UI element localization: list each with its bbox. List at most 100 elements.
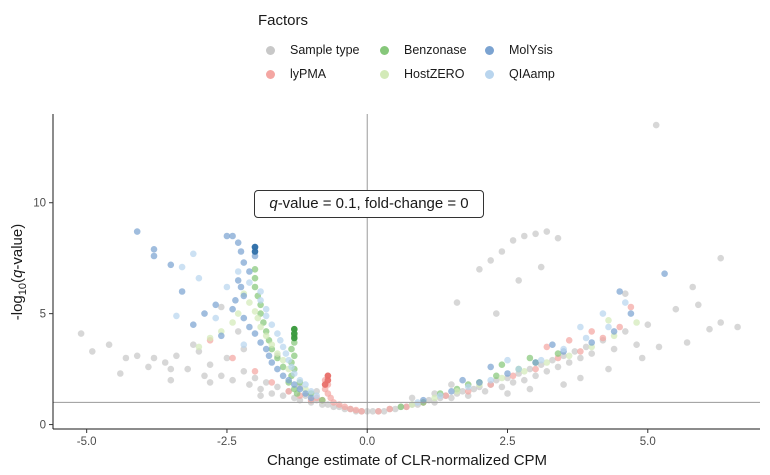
legend-label: MolYsis xyxy=(509,43,553,57)
point-sample-type xyxy=(257,385,264,393)
point-sample-type xyxy=(652,121,660,129)
point-lypma xyxy=(375,408,382,415)
point-qiaamp xyxy=(582,334,590,342)
point-hostzero xyxy=(257,323,264,331)
point-benzonase xyxy=(526,354,534,362)
legend-label: HostZERO xyxy=(404,67,465,81)
point-qiaamp xyxy=(291,370,298,377)
point-qiaamp xyxy=(240,341,248,349)
point-sample-type xyxy=(481,388,489,395)
point-sample-type xyxy=(638,354,646,362)
point-sample-type xyxy=(543,368,551,375)
point-sample-type xyxy=(201,372,208,380)
point-sample-type xyxy=(369,408,377,415)
point-sample-type xyxy=(229,376,236,384)
point-molysis xyxy=(251,330,259,337)
point-sample-type xyxy=(622,328,629,335)
point-sample-type xyxy=(689,283,696,291)
point-molysis xyxy=(240,292,248,300)
point-lypma xyxy=(358,408,365,415)
point-qiaamp xyxy=(487,376,495,384)
point-sample-type xyxy=(644,321,652,329)
point-molysis xyxy=(201,310,208,317)
point-hostzero xyxy=(521,368,528,375)
point-molysis xyxy=(420,396,427,404)
point-hostzero xyxy=(206,334,214,342)
point-hostzero xyxy=(498,374,506,382)
point-sample-type xyxy=(262,379,270,386)
point-sample-type xyxy=(470,385,478,393)
point-molysis xyxy=(268,359,276,366)
point-qiaamp xyxy=(622,299,629,306)
point-sample-type xyxy=(206,379,214,386)
point-molysis xyxy=(257,339,264,346)
point-qiaamp xyxy=(262,305,270,313)
point-molysis xyxy=(487,363,495,371)
point-sample-type xyxy=(392,405,399,413)
point-lypma xyxy=(251,368,259,375)
point-molysis xyxy=(627,310,635,317)
point-benzonase xyxy=(554,350,562,357)
point-sample-type xyxy=(532,230,539,238)
x-tick-label: -5.0 xyxy=(77,436,97,448)
highlight-point-molysis xyxy=(251,248,259,255)
point-benzonase xyxy=(397,403,405,411)
point-hostzero xyxy=(605,317,612,324)
point-lypma xyxy=(403,403,410,411)
point-sample-type xyxy=(509,379,517,386)
point-molysis xyxy=(549,341,556,349)
point-sample-type xyxy=(706,325,713,333)
point-lypma xyxy=(229,354,236,362)
point-sample-type xyxy=(234,328,242,335)
point-sample-type xyxy=(532,372,539,380)
point-molysis xyxy=(133,228,141,235)
point-sample-type xyxy=(521,376,528,384)
point-molysis xyxy=(296,385,304,393)
point-benzonase xyxy=(279,363,287,371)
point-sample-type xyxy=(549,356,556,364)
point-sample-type xyxy=(487,257,495,264)
point-sample-type xyxy=(565,359,573,366)
point-sample-type xyxy=(448,394,455,402)
point-lypma xyxy=(268,379,276,386)
point-sample-type xyxy=(223,354,231,362)
point-molysis xyxy=(476,379,483,386)
point-benzonase xyxy=(498,361,506,369)
point-lypma xyxy=(616,323,623,331)
point-molysis xyxy=(218,332,225,340)
point-molysis xyxy=(229,305,236,313)
legend-swatch xyxy=(380,70,389,79)
point-sample-type xyxy=(117,370,124,377)
point-molysis xyxy=(150,246,158,253)
point-sample-type xyxy=(476,266,483,273)
point-hostzero xyxy=(633,319,640,326)
point-benzonase xyxy=(291,352,298,360)
point-sample-type xyxy=(588,350,595,357)
point-lypma xyxy=(352,406,360,414)
legend-title: Factors xyxy=(258,12,309,29)
point-qiaamp xyxy=(504,356,511,364)
point-molysis xyxy=(307,394,315,402)
axis-ticks: -5.0 -2.5 0.0 2.5 5.0 0 5 10 xyxy=(33,198,656,448)
point-molysis xyxy=(190,321,197,329)
point-benzonase xyxy=(319,396,326,404)
point-sample-type xyxy=(655,343,663,351)
point-molysis xyxy=(504,370,511,377)
point-qiaamp xyxy=(296,376,304,384)
point-sample-type xyxy=(167,365,175,373)
point-lypma xyxy=(509,372,517,380)
point-sample-type xyxy=(145,363,152,371)
point-molysis xyxy=(588,339,595,346)
x-axis-label: Change estimate of CLR-normalized CPM xyxy=(267,452,547,469)
point-molysis xyxy=(178,288,186,295)
point-sample-type xyxy=(509,237,517,244)
point-qiaamp xyxy=(599,310,607,317)
point-sample-type xyxy=(122,354,130,362)
point-molysis xyxy=(223,232,231,240)
point-benzonase xyxy=(288,345,295,353)
point-sample-type xyxy=(218,303,225,311)
point-hostzero xyxy=(274,350,281,357)
point-qiaamp xyxy=(277,337,284,344)
point-qiaamp xyxy=(246,279,253,286)
